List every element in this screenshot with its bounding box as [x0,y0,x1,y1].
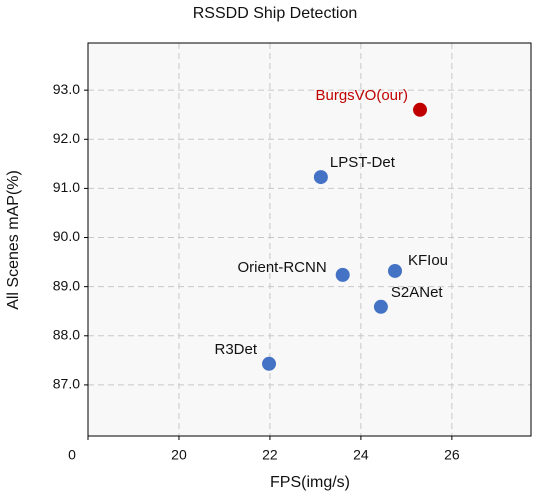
x-tick-label: 0 [68,447,76,463]
y-tick-label: 87.0 [53,376,80,392]
point-label: LPST-Det [330,154,396,171]
y-tick-label: 92.0 [53,130,80,146]
point [388,263,403,278]
plot-area [88,43,531,436]
y-axis-label: All Scenes mAP(%) [5,170,22,310]
x-tick-label: 20 [171,447,187,463]
point [262,356,277,371]
point [373,299,388,314]
chart-title: RSSDD Ship Detection [193,5,358,22]
point [313,170,328,185]
y-tick-label: 89.0 [53,277,80,293]
x-tick-label: 22 [262,447,278,463]
x-tick-label: 26 [444,447,460,463]
x-tick-label: 24 [353,447,369,463]
point [335,267,350,282]
y-tick-label: 90.0 [53,228,80,244]
point-label: Orient-RCNN [238,259,327,276]
plot-frame [87,42,532,437]
y-tick-label: 88.0 [53,326,80,342]
point-label: KFIou [408,252,448,269]
x-axis-label: FPS(img/s) [270,474,350,491]
point-label: S2ANet [391,284,444,301]
y-tick-label: 93.0 [53,81,80,97]
point [413,102,428,117]
y-tick-label: 91.0 [53,179,80,195]
point-label: BurgsVO(our) [315,87,408,104]
point-label: R3Det [214,341,257,358]
